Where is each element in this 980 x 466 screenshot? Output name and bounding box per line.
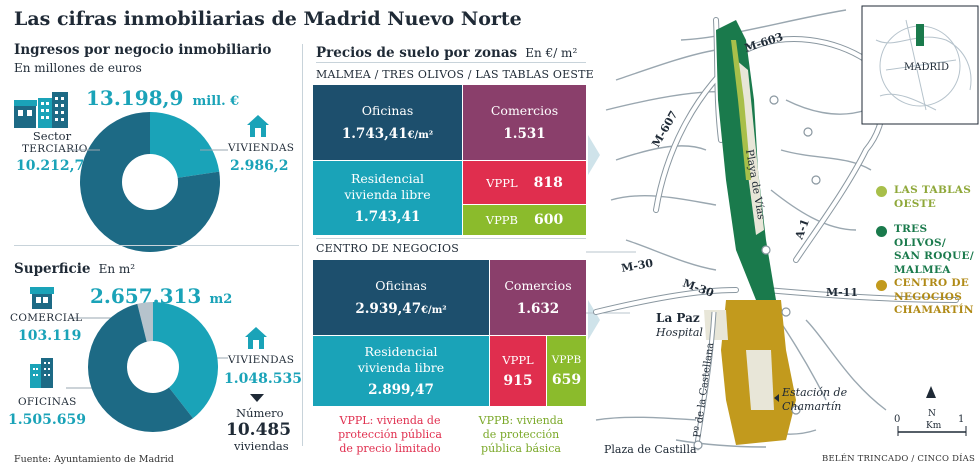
precios-title: Precios de suelo por zonas En €/ m²	[316, 45, 578, 61]
sector-value: 10.212,7	[16, 158, 85, 174]
svg-text:N: N	[928, 409, 936, 419]
legend-las-tablas: LAS TABLAS OESTE	[894, 184, 972, 210]
castellana-label: Pº de la Castellana	[692, 342, 716, 439]
road-label: M-30	[620, 257, 654, 275]
donut-hole	[122, 154, 178, 210]
zone2-name: CENTRO DE NEGOCIOS	[316, 242, 459, 255]
zone2-vppb-cell: VPPB 659	[547, 336, 586, 406]
viviendas-label: VIVIENDAS	[228, 142, 295, 154]
superficie-pie-chart	[88, 302, 218, 432]
shop-icon	[30, 287, 54, 309]
map: M-603 M-607 M-30 M-30 M-11 A-1 Playa de …	[586, 5, 979, 456]
house-icon-2	[245, 327, 267, 349]
zone-las-tablas	[731, 40, 751, 180]
superficie-viviendas-value: 1.048.535	[224, 371, 302, 387]
zone1-oficinas-cell: Oficinas 1.743,41€/m²	[313, 85, 462, 160]
svg-text:1: 1	[958, 414, 964, 425]
superficie-viviendas-label: VIVIENDAS	[228, 354, 295, 366]
column-divider	[302, 44, 303, 446]
house-icon	[247, 115, 269, 137]
numero-unit: viviendas	[234, 439, 289, 453]
road-label: M-603	[743, 30, 785, 55]
divider	[316, 238, 586, 239]
numero-label: Número	[236, 406, 284, 420]
comercial-label: COMERCIAL	[10, 312, 83, 324]
plaza-label: Plaza de Castilla	[604, 443, 697, 456]
oficinas-label: OFICINAS	[18, 396, 77, 408]
zone2-oficinas-cell: Oficinas 2.939,47€/m²	[313, 260, 489, 335]
hospital-label: Hospital	[655, 326, 703, 339]
viviendas-value: 2.986,2	[230, 158, 289, 174]
office-building-icon	[30, 358, 53, 388]
oficinas-value: 1.505.659	[8, 412, 86, 428]
zone-estacion	[746, 350, 774, 410]
pie-slice-viviendas	[152, 302, 218, 419]
comercial-value: 103.119	[18, 328, 82, 344]
arrow-down-icon	[250, 394, 264, 402]
divider	[14, 245, 299, 246]
zone1-residencial-cell: Residencial vivienda libre 1.743,41	[313, 161, 462, 235]
ingresos-total: 13.198,9 mill. €	[86, 86, 240, 110]
pointer-arrow	[588, 135, 600, 175]
zone2-residencial-cell: Residencial vivienda libre 2.899,47	[313, 336, 489, 406]
source: Fuente: Ayuntamiento de Madrid	[14, 454, 174, 465]
zone1-vppl-cell: VPPL 818	[463, 161, 586, 204]
legend-centro: CENTRO DE NEGOCIOS CHAMARTÍN	[894, 277, 974, 317]
vppb-note: VPPB: vivienda de protección pública bás…	[478, 414, 564, 455]
numero-value: 10.485	[226, 420, 292, 440]
page-title: Las cifras inmobiliarias de Madrid Nuevo…	[14, 8, 522, 30]
legend-dot-centro	[876, 280, 887, 291]
estacion-label-2: Chamartín	[782, 400, 841, 413]
svg-text:0: 0	[894, 414, 900, 425]
estacion-label-1: Estación de	[781, 386, 848, 399]
road-label: M-11	[826, 286, 858, 299]
la-paz-label: La Paz	[656, 311, 700, 325]
vppl-note: VPPL: vivienda de protección pública de …	[338, 414, 442, 455]
legend-dot-las-tablas	[876, 186, 887, 197]
zone1-comercios-cell: Comercios 1.531	[463, 85, 586, 160]
credit: BELÉN TRINCADO / CINCO DÍAS	[822, 454, 976, 464]
zone1-name: MALMEA / TRES OLIVOS / LAS TABLAS OESTE	[316, 68, 594, 81]
ingresos-title: Ingresos por negocio inmobiliario	[14, 42, 272, 58]
divider	[316, 62, 586, 63]
svg-text:Km: Km	[926, 421, 942, 431]
inset-label: MADRID	[904, 62, 949, 73]
zone2-comercios-cell: Comercios 1.632	[490, 260, 586, 335]
pointer-arrow	[588, 300, 600, 340]
zone2-vppl-cell: VPPL 915	[490, 336, 546, 406]
legend-dot-tres-olivos	[876, 226, 887, 237]
commercial-building-icon	[14, 92, 68, 128]
legend-tres-olivos: TRES OLIVOS/SAN ROQUE/MALMEA	[894, 223, 974, 276]
sector-label: Sector TERCIARIO	[22, 129, 88, 155]
donut-hole	[127, 341, 179, 393]
ingresos-subtitle: En millones de euros	[14, 61, 142, 75]
zone1-vppb-cell: VPPB 600	[463, 205, 586, 235]
ingresos-pie-chart	[80, 112, 220, 252]
superficie-title: Superficie En m²	[14, 261, 136, 277]
